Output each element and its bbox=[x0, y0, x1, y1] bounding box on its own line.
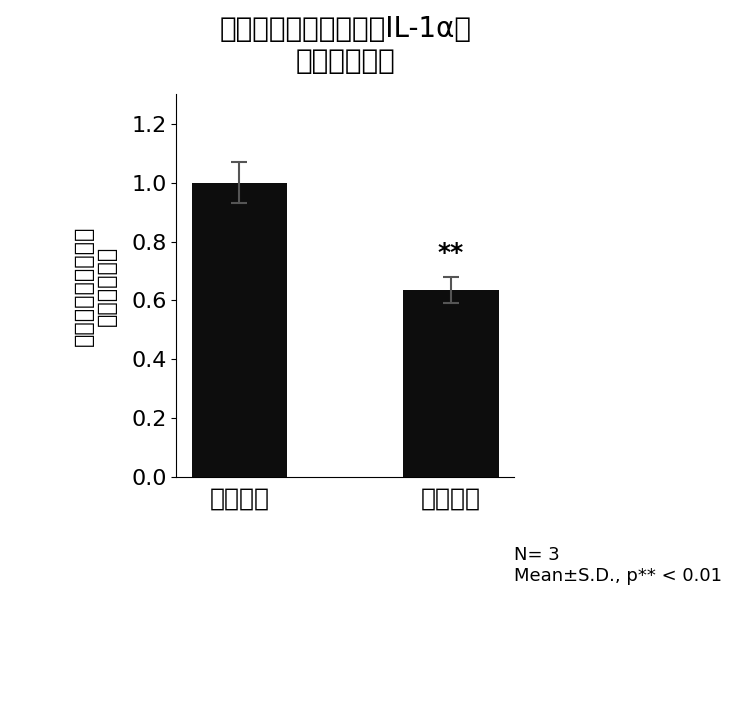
Title: 高麗人参抽出物によるIL-1αの
分泌抑制効果: 高麗人参抽出物によるIL-1αの 分泌抑制効果 bbox=[219, 15, 471, 75]
Bar bbox=[192, 183, 287, 477]
Text: N= 3
Mean±S.D., p** < 0.01: N= 3 Mean±S.D., p** < 0.01 bbox=[514, 546, 722, 585]
Y-axis label: 赤血球分化阻害因子
遺伝子発現量: 赤血球分化阻害因子 遺伝子発現量 bbox=[74, 226, 117, 346]
Text: **: ** bbox=[438, 241, 464, 265]
Bar bbox=[403, 290, 499, 477]
